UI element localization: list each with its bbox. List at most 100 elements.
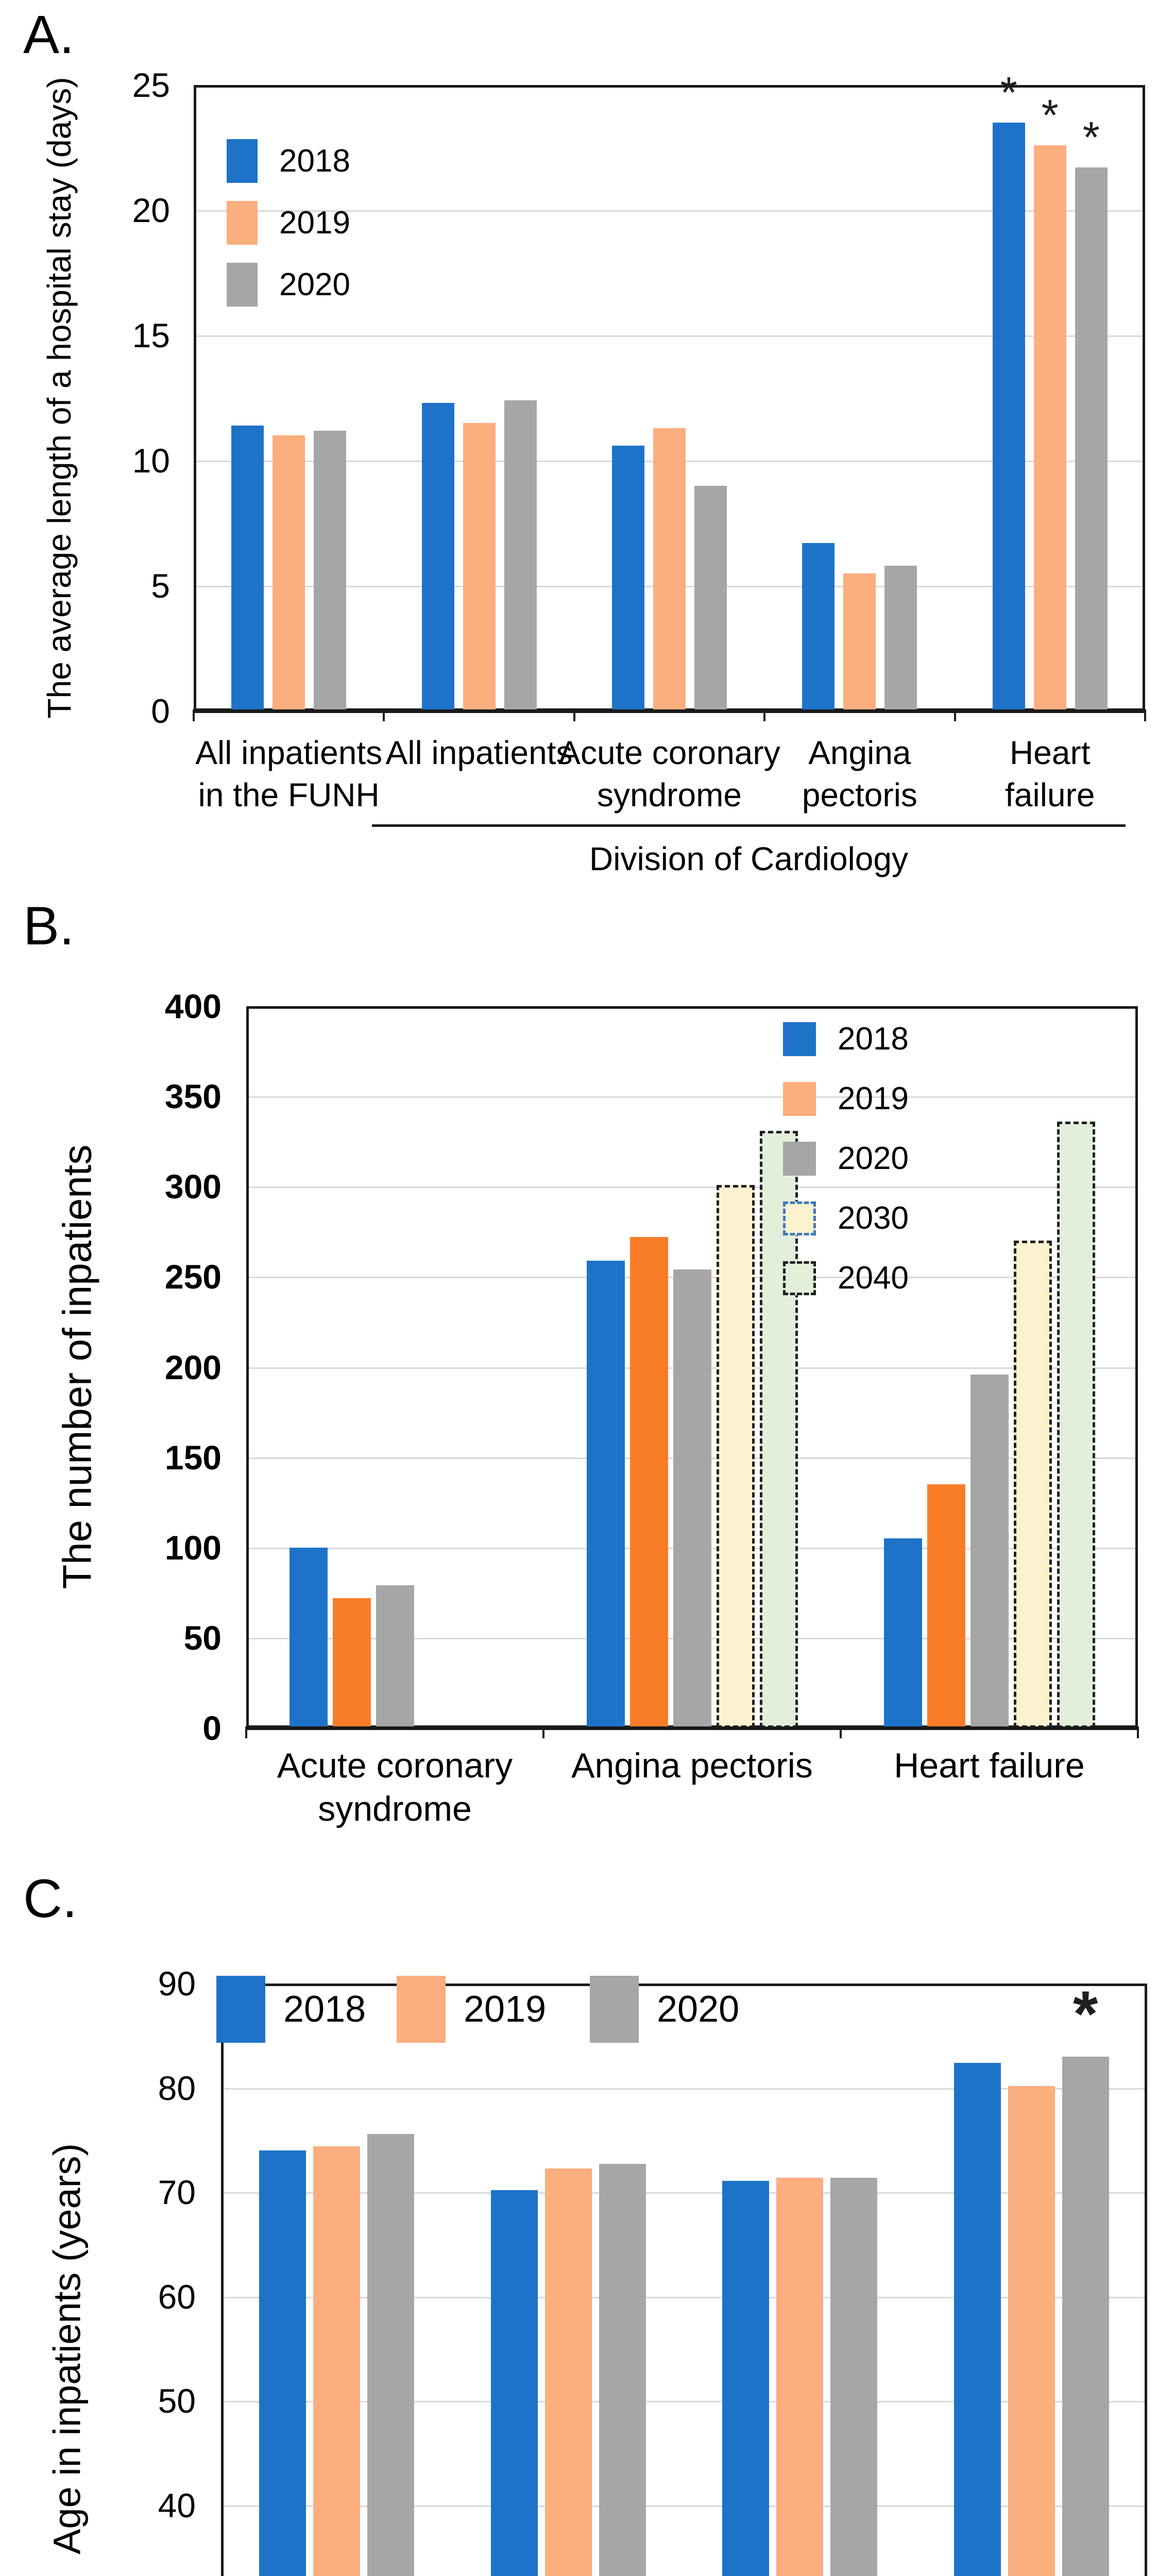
category-label-4: Heart failure [937,732,1158,816]
gridline-y-15 [196,335,1143,337]
bar-2019-category-2 [653,428,686,711]
bar-2018-category-0 [259,2150,306,2576]
category-label-line: Acute coronary [558,734,780,771]
category-label-line: syndrome [597,776,742,814]
bar-2020-category-0 [367,2133,415,2576]
y-tick-label-50: 50 [158,2382,196,2420]
panel-a-label: A. [23,5,75,65]
bar-2020-category-0 [376,1585,414,1728]
y-tick-label-50: 50 [183,1618,222,1657]
bar-2020-category-3 [1062,2056,1109,2576]
bar-2018-category-2 [722,2180,770,2576]
legend-label-2019: 2019 [464,1989,547,2030]
category-label-line: Heart [1010,734,1091,771]
category-label-line: in the FUNH [198,776,380,814]
category-label-2: Heart failure [823,1744,1156,1787]
legend-label-2019: 2019 [838,1081,909,1116]
legend-swatch-2020 [590,1976,639,2043]
category-label-line: Acute coronary [277,1746,513,1785]
bar-2019-category-3 [843,573,876,711]
bar-2020-category-1 [673,1269,711,1728]
panel-b-label: B. [23,896,75,956]
bar-2018-category-0 [289,1547,328,1728]
gridline-y-50 [224,2401,1145,2403]
bar-2019-category-1 [544,2168,592,2576]
bar-2020-category-4 [1075,167,1108,711]
legend-swatch-2018 [216,1976,265,2043]
x-axis-tick-1 [383,713,385,721]
category-label-0: All inpatients in the FUNH [176,732,402,816]
y-tick-label-100: 100 [164,1528,222,1567]
bar-2040-category-2 [1057,1122,1095,1728]
bar-2019-category-0 [273,435,305,711]
category-label-line: Angina pectoris [571,1746,813,1785]
x-axis-tick-2 [840,1730,842,1738]
legend-swatch-2020 [227,263,258,307]
y-tick-label-80: 80 [158,2069,196,2107]
bar-2018-category-1 [421,403,454,711]
category-label-1: All inpatients [366,732,592,774]
gridline-y-300 [249,1187,1135,1189]
asterisk-annotation-0: * [1000,68,1017,117]
y-tick-label-300: 300 [164,1167,222,1206]
bar-2018-category-1 [586,1260,625,1728]
bar-2019-category-2 [927,1484,965,1728]
y-tick-label-150: 150 [164,1438,222,1477]
bar-2018-category-1 [490,2190,538,2576]
y-tick-label-0: 0 [202,1709,222,1747]
bar-2019-category-1 [629,1237,668,1728]
y-tick-label-400: 400 [164,987,222,1025]
gridline-y-70 [224,2192,1145,2194]
bar-2020-category-2 [830,2177,878,2576]
x-axis-line [245,1726,1139,1730]
category-label-1: Angina pectoris [525,1744,859,1787]
bar-2020-category-3 [884,566,917,711]
bar-2018-category-0 [231,425,264,711]
x-axis-tick-3 [1137,1730,1139,1738]
category-label-line: syndrome [318,1789,472,1828]
asterisk-annotation-1: * [1041,91,1059,140]
legend-label-2030: 2030 [838,1200,909,1236]
category-label-line: Angina [808,734,911,771]
division-of-cardiology-label: Division of Cardiology [589,840,908,877]
bar-2020-category-1 [599,2164,646,2576]
bar-2018-category-2 [612,445,644,711]
y-tick-label-10: 10 [132,442,170,480]
chart-b-number-of-inpatients: 0 50 100 150 200 250 300 350 400 Acute coronary sy… [0,889,1158,1828]
legend-label-2018: 2018 [838,1021,909,1057]
x-axis-line [193,709,1146,713]
category-label-2: Acute coronary syndrome [556,732,782,816]
legend-label-2020: 2020 [657,1989,740,2030]
gridline-y-350 [249,1096,1135,1098]
panel-c: C. Age in inpatients (years) 20304050607… [0,1828,1158,2576]
gridline-y-40 [224,2505,1145,2507]
bar-2020-category-0 [314,430,347,711]
legend-label-2020: 2020 [838,1141,909,1176]
bar-2019-category-4 [1033,145,1066,711]
category-label-line: All inpatients [195,734,383,771]
bar-2019-category-0 [332,1598,371,1728]
y-tick-label-40: 40 [158,2486,196,2524]
y-tick-label-200: 200 [164,1348,222,1386]
bar-2018-category-2 [883,1538,922,1728]
legend-label-2040: 2040 [838,1260,909,1296]
y-tick-label-70: 70 [158,2173,196,2212]
legend-swatch-2018 [783,1022,816,1056]
bar-2030-category-2 [1013,1241,1052,1728]
bar-2020-category-2 [694,485,727,711]
category-label-line: Heart failure [894,1746,1085,1785]
bar-2019-category-0 [313,2146,361,2576]
bar-2020-category-1 [504,400,537,711]
category-label-0: Acute coronary syndrome [228,1744,561,1831]
bar-2018-category-4 [992,122,1025,711]
legend-swatch-2040 [783,1261,816,1295]
y-tick-label-25: 25 [132,66,170,104]
legend-label-2020: 2020 [279,266,350,302]
bar-2020-category-2 [970,1374,1009,1728]
bar-2018-category-3 [953,2062,1001,2576]
bar-2019-category-2 [776,2177,824,2576]
y-tick-label-350: 350 [164,1077,222,1116]
x-axis-tick-4 [953,713,956,721]
legend-swatch-2020 [783,1142,816,1176]
